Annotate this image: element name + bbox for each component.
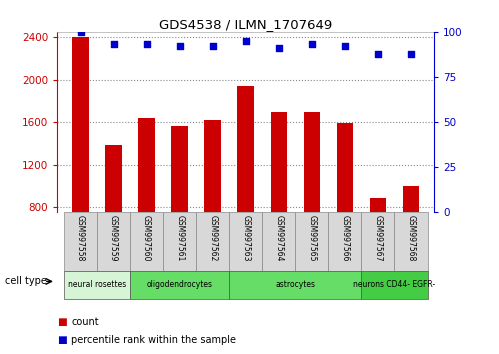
Point <box>275 45 283 51</box>
Text: percentile rank within the sample: percentile rank within the sample <box>71 335 237 345</box>
Text: GSM997566: GSM997566 <box>340 215 349 262</box>
Bar <box>361 271 428 299</box>
Text: cell type: cell type <box>5 276 47 286</box>
Text: GSM997562: GSM997562 <box>208 215 217 262</box>
Text: GSM997559: GSM997559 <box>109 215 118 262</box>
Text: GSM997564: GSM997564 <box>274 215 283 262</box>
Point <box>209 44 217 49</box>
Point <box>242 38 250 44</box>
Bar <box>238 86 254 212</box>
Bar <box>395 212 428 271</box>
Bar <box>171 126 188 212</box>
Point <box>176 44 184 49</box>
Text: GSM997565: GSM997565 <box>307 215 316 262</box>
Text: GSM997563: GSM997563 <box>241 215 250 262</box>
Text: GSM997568: GSM997568 <box>407 215 416 262</box>
Bar <box>97 212 130 271</box>
Text: GSM997560: GSM997560 <box>142 215 151 262</box>
Bar <box>229 271 361 299</box>
Text: astrocytes: astrocytes <box>275 280 315 290</box>
Bar <box>403 186 419 212</box>
Text: count: count <box>71 317 99 327</box>
Bar <box>337 123 353 212</box>
Text: GSM997558: GSM997558 <box>76 215 85 262</box>
Bar <box>295 212 328 271</box>
Bar <box>130 212 163 271</box>
Bar <box>303 112 320 212</box>
Text: neurons CD44- EGFR-: neurons CD44- EGFR- <box>353 280 436 290</box>
Bar <box>64 271 130 299</box>
Bar <box>328 212 361 271</box>
Point <box>407 51 415 56</box>
Bar <box>196 212 229 271</box>
Bar <box>72 37 89 212</box>
Bar <box>229 212 262 271</box>
Bar <box>205 120 221 212</box>
Bar <box>370 198 386 212</box>
Text: GSM997567: GSM997567 <box>373 215 382 262</box>
Text: ■: ■ <box>57 335 67 345</box>
Bar <box>138 118 155 212</box>
Point <box>110 42 118 47</box>
Point <box>308 42 316 47</box>
Title: GDS4538 / ILMN_1707649: GDS4538 / ILMN_1707649 <box>159 18 332 31</box>
Bar <box>163 212 196 271</box>
Bar <box>361 212 395 271</box>
Point <box>341 44 349 49</box>
Bar <box>130 271 229 299</box>
Bar <box>270 112 287 212</box>
Bar <box>262 212 295 271</box>
Text: oligodendrocytes: oligodendrocytes <box>147 280 213 290</box>
Point <box>143 42 151 47</box>
Bar <box>64 212 97 271</box>
Point <box>76 29 84 35</box>
Text: GSM997561: GSM997561 <box>175 215 184 262</box>
Bar <box>105 145 122 212</box>
Text: ■: ■ <box>57 317 67 327</box>
Text: neural rosettes: neural rosettes <box>68 280 126 290</box>
Point <box>374 51 382 56</box>
